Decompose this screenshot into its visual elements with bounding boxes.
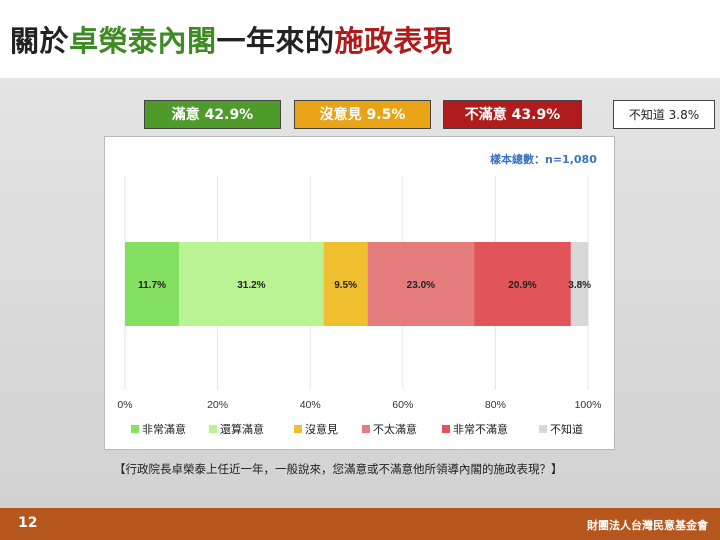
summary-dissatisfied-label: 不滿意 43.9%	[464, 107, 561, 123]
legend-label: 非常滿意	[142, 422, 186, 436]
summary-satisfied-label: 滿意 42.9%	[171, 107, 254, 123]
summary-no-opinion-box: 沒意見 9.5%	[294, 100, 431, 129]
bar-segment	[474, 242, 571, 326]
x-tick-label: 40%	[300, 399, 321, 411]
bar-segment	[323, 242, 368, 326]
page-number: 12	[18, 515, 38, 531]
legend-label: 不知道	[550, 422, 583, 436]
summary-dissatisfied-box: 不滿意 43.9%	[443, 100, 582, 129]
legend-label: 非常不滿意	[453, 422, 508, 436]
bar-segment	[367, 242, 475, 326]
legend-swatch	[131, 425, 139, 433]
legend-swatch	[294, 425, 302, 433]
summary-unknown-box: 不知道 3.8%	[613, 100, 715, 129]
legend-swatch	[362, 425, 370, 433]
x-tick-label: 0%	[117, 399, 132, 411]
survey-question: 【行政院長卓榮泰上任近一年，一般說來，您滿意或不滿意他所領導內閣的施政表現？】	[114, 462, 563, 476]
summary-unknown-label: 不知道 3.8%	[628, 108, 700, 122]
legend-swatch	[209, 425, 217, 433]
data-label: 23.0%	[407, 280, 435, 291]
legend-label: 沒意見	[305, 422, 338, 436]
x-tick-label: 60%	[392, 399, 413, 411]
title-part-3: 一年來的	[216, 24, 335, 58]
title-part-4: 施政表現	[334, 24, 453, 58]
data-label: 3.8%	[568, 280, 591, 291]
summary-satisfied-box: 滿意 42.9%	[144, 100, 281, 129]
legend-label: 還算滿意	[220, 422, 264, 436]
data-label: 20.9%	[508, 280, 536, 291]
summary-no-opinion-label: 沒意見 9.5%	[319, 107, 406, 123]
bar-segment	[179, 242, 324, 326]
footer-bar: 12 財團法人台灣民意基金會	[0, 508, 720, 540]
x-tick-label: 20%	[207, 399, 228, 411]
page-title: 關於卓榮泰內閣一年來的施政表現	[10, 18, 453, 60]
bar-segment	[125, 242, 180, 326]
data-label: 9.5%	[334, 280, 357, 291]
organization-name: 財團法人台灣民意基金會	[587, 519, 708, 532]
legend-swatch	[442, 425, 450, 433]
x-tick-label: 80%	[485, 399, 506, 411]
legend-label: 不太滿意	[373, 422, 417, 436]
title-part-1: 關於	[10, 24, 70, 58]
x-tick-label: 100%	[575, 399, 602, 411]
bar-segment	[570, 242, 589, 326]
data-label: 11.7%	[138, 280, 166, 291]
data-label: 31.2%	[237, 280, 265, 291]
title-part-2: 卓榮泰內閣	[69, 24, 217, 58]
legend-swatch	[539, 425, 547, 433]
title-bar: 關於卓榮泰內閣一年來的施政表現	[0, 0, 720, 78]
sample-size-note: 樣本總數：n=1,080	[490, 153, 597, 166]
